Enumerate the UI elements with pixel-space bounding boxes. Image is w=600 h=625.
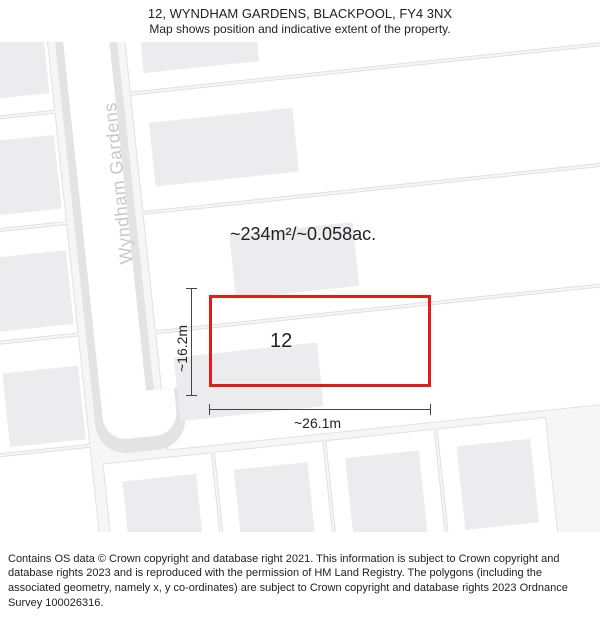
building [0,135,62,217]
building [229,222,359,299]
map-canvas: Wyndham Gardens [0,42,600,532]
header: 12, WYNDHAM GARDENS, BLACKPOOL, FY4 3NX … [0,0,600,38]
building [457,439,539,530]
map-container: Wyndham Gardens ~234m²/~0.058ac. 12 ~16.… [0,42,600,532]
page-title: 12, WYNDHAM GARDENS, BLACKPOOL, FY4 3NX [0,6,600,21]
building [0,42,49,101]
footer-copyright: Contains OS data © Crown copyright and d… [0,544,600,625]
building [122,474,204,532]
parcel [0,447,102,532]
page-subtitle: Map shows position and indicative extent… [0,22,600,36]
building [2,366,85,448]
building [234,462,316,532]
building [345,450,427,532]
building [0,250,74,332]
